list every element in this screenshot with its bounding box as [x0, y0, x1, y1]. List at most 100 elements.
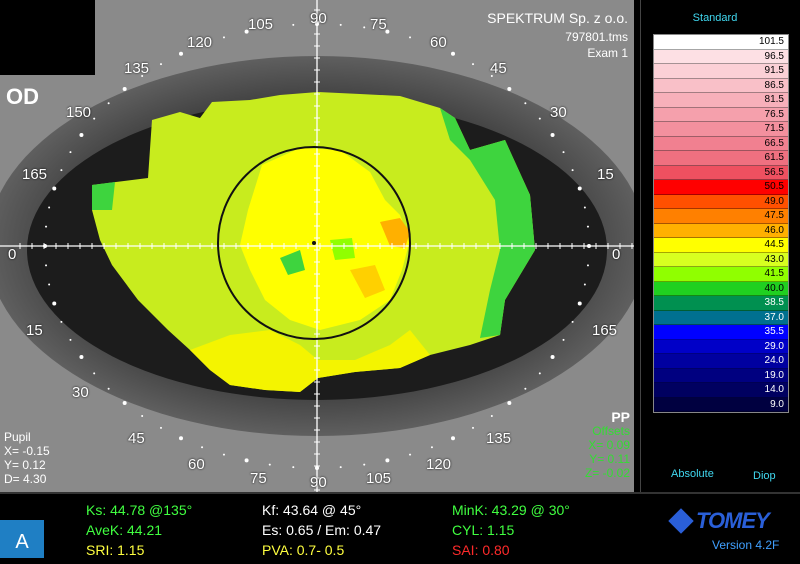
ring-dot [60, 169, 63, 172]
axis-ticks [19, 9, 633, 491]
ring-dot [141, 74, 144, 77]
exam-label: Exam 1 [587, 46, 628, 60]
ring-dot [507, 400, 512, 405]
offsets-title: Offsets [592, 424, 630, 438]
angle-label: 45 [490, 60, 507, 77]
ring-dot [79, 133, 84, 137]
company-name: SPEKTRUM Sp. z o.o. [487, 10, 628, 26]
scale-step: 43.0 [654, 252, 788, 267]
angle-label: 30 [550, 104, 567, 121]
angle-label: 90 [310, 10, 327, 27]
ring-dot [69, 151, 72, 154]
scale-title[interactable]: Standard [692, 12, 738, 24]
ring-dot [562, 151, 565, 154]
ring-dot [107, 387, 110, 390]
ring-dot [363, 463, 366, 466]
scale-step: 40.0 [654, 281, 788, 296]
color-scale-panel: Standard 101.5 96.5 91.5 86.5 81.5 76.5 71.5 66… [640, 0, 800, 492]
ring-dot [524, 387, 527, 390]
pva-value: PVA: 0.7- 0.5 [262, 542, 345, 558]
tomey-logo: TOMEY [668, 508, 770, 534]
ring-dot [490, 415, 493, 418]
scale-step: 96.5 [654, 49, 788, 64]
pupil-info: Pupil X= -0.15 Y= 0.12 D= 4.30 [4, 430, 50, 486]
offset-x: X= 0.09 [588, 438, 630, 452]
offsets-info: PP Offsets X= 0.09 Y= 0.11 Z= -0.02 [585, 410, 630, 480]
scale-unit-label: Diop [753, 470, 776, 482]
scale-step-value: 50.5 [764, 181, 784, 193]
ring-dot [538, 372, 541, 375]
ring-dot [93, 372, 96, 375]
sai-value: SAI: 0.80 [452, 542, 510, 558]
scale-step: 49.0 [654, 194, 788, 209]
scale-step: 56.5 [654, 165, 788, 180]
scale-step-value: 49.0 [764, 195, 784, 207]
badge-letter: A [15, 530, 29, 553]
scale-step: 71.5 [654, 122, 788, 137]
scale-step: 81.5 [654, 93, 788, 108]
pupil-d: D= 4.30 [4, 472, 47, 486]
version-label: Version 4.2F [712, 538, 780, 552]
ring-dot [43, 244, 47, 248]
ring-dot [339, 466, 342, 469]
angle-label: 105 [248, 16, 274, 33]
ring-dot [583, 206, 586, 209]
scale-step-value: 24.0 [764, 355, 784, 367]
ring-dot [48, 283, 51, 286]
topography-map-panel[interactable]: OD SPEKTRUM Sp. z o.o. 797801.tms Exam 1… [0, 0, 634, 492]
scale-step: 46.0 [654, 223, 788, 238]
ring-dot [79, 355, 84, 359]
ring-dot [577, 186, 582, 191]
angle-label: 165 [592, 322, 618, 339]
angle-label: 90 [310, 474, 327, 491]
angle-label: 15 [597, 166, 614, 183]
ring-dot [179, 51, 183, 56]
topo-region-center-green2 [330, 238, 355, 260]
topo-region-dark-green [440, 108, 535, 338]
ring-dot [339, 23, 342, 26]
es-em-value: Es: 0.65 / Em: 0.47 [262, 522, 382, 538]
scale-step: 76.5 [654, 107, 788, 122]
scale-step-value: 101.5 [758, 36, 784, 48]
scale-step-value: 71.5 [764, 123, 784, 135]
ring-dot [507, 87, 512, 92]
ring-dot [385, 29, 390, 34]
scale-step: 66.5 [654, 136, 788, 151]
scale-step-value: 35.5 [764, 326, 784, 338]
ring-dot [571, 169, 574, 172]
ring-dot [550, 355, 555, 359]
brand-name: TOMEY [696, 508, 770, 533]
angle-label: 105 [366, 470, 392, 487]
angle-label: 135 [486, 430, 512, 447]
angle-label: 135 [124, 60, 150, 77]
ring-dot [45, 225, 48, 228]
topo-region-light-orange [350, 265, 385, 298]
offset-z: Z= -0.02 [584, 466, 630, 480]
tomey-logo-icon [668, 508, 694, 534]
indices-footer: A Ks: 44.78 @135° Kf: 43.64 @ 45° MinK: … [0, 492, 800, 564]
scale-step: 19.0 [654, 368, 788, 383]
ring-dot [122, 87, 127, 92]
scale-step-value: 91.5 [764, 65, 784, 77]
angle-label: 30 [72, 384, 89, 401]
angle-label: 0 [8, 246, 17, 263]
scale-step: 9.0 [654, 397, 788, 412]
ring-dot [122, 400, 127, 405]
ring-dot [577, 301, 582, 306]
panel-badge: A [0, 520, 44, 558]
scale-step: 44.5 [654, 238, 788, 253]
ring-dot [52, 186, 57, 191]
scale-step-value: 47.5 [764, 210, 784, 222]
scale-step-value: 41.5 [764, 268, 784, 280]
scale-step: 24.0 [654, 354, 788, 369]
ring-dot [490, 74, 493, 77]
ring-dot [587, 244, 591, 248]
angle-label: 75 [250, 470, 267, 487]
ring-dot [69, 338, 72, 341]
scale-step-value: 96.5 [764, 50, 784, 62]
topo-region-center-green [280, 250, 305, 275]
ring-dot [451, 436, 455, 441]
corneal-topography-map[interactable] [0, 0, 634, 492]
scale-step-value: 40.0 [764, 282, 784, 294]
file-name: 797801.tms [565, 30, 628, 44]
